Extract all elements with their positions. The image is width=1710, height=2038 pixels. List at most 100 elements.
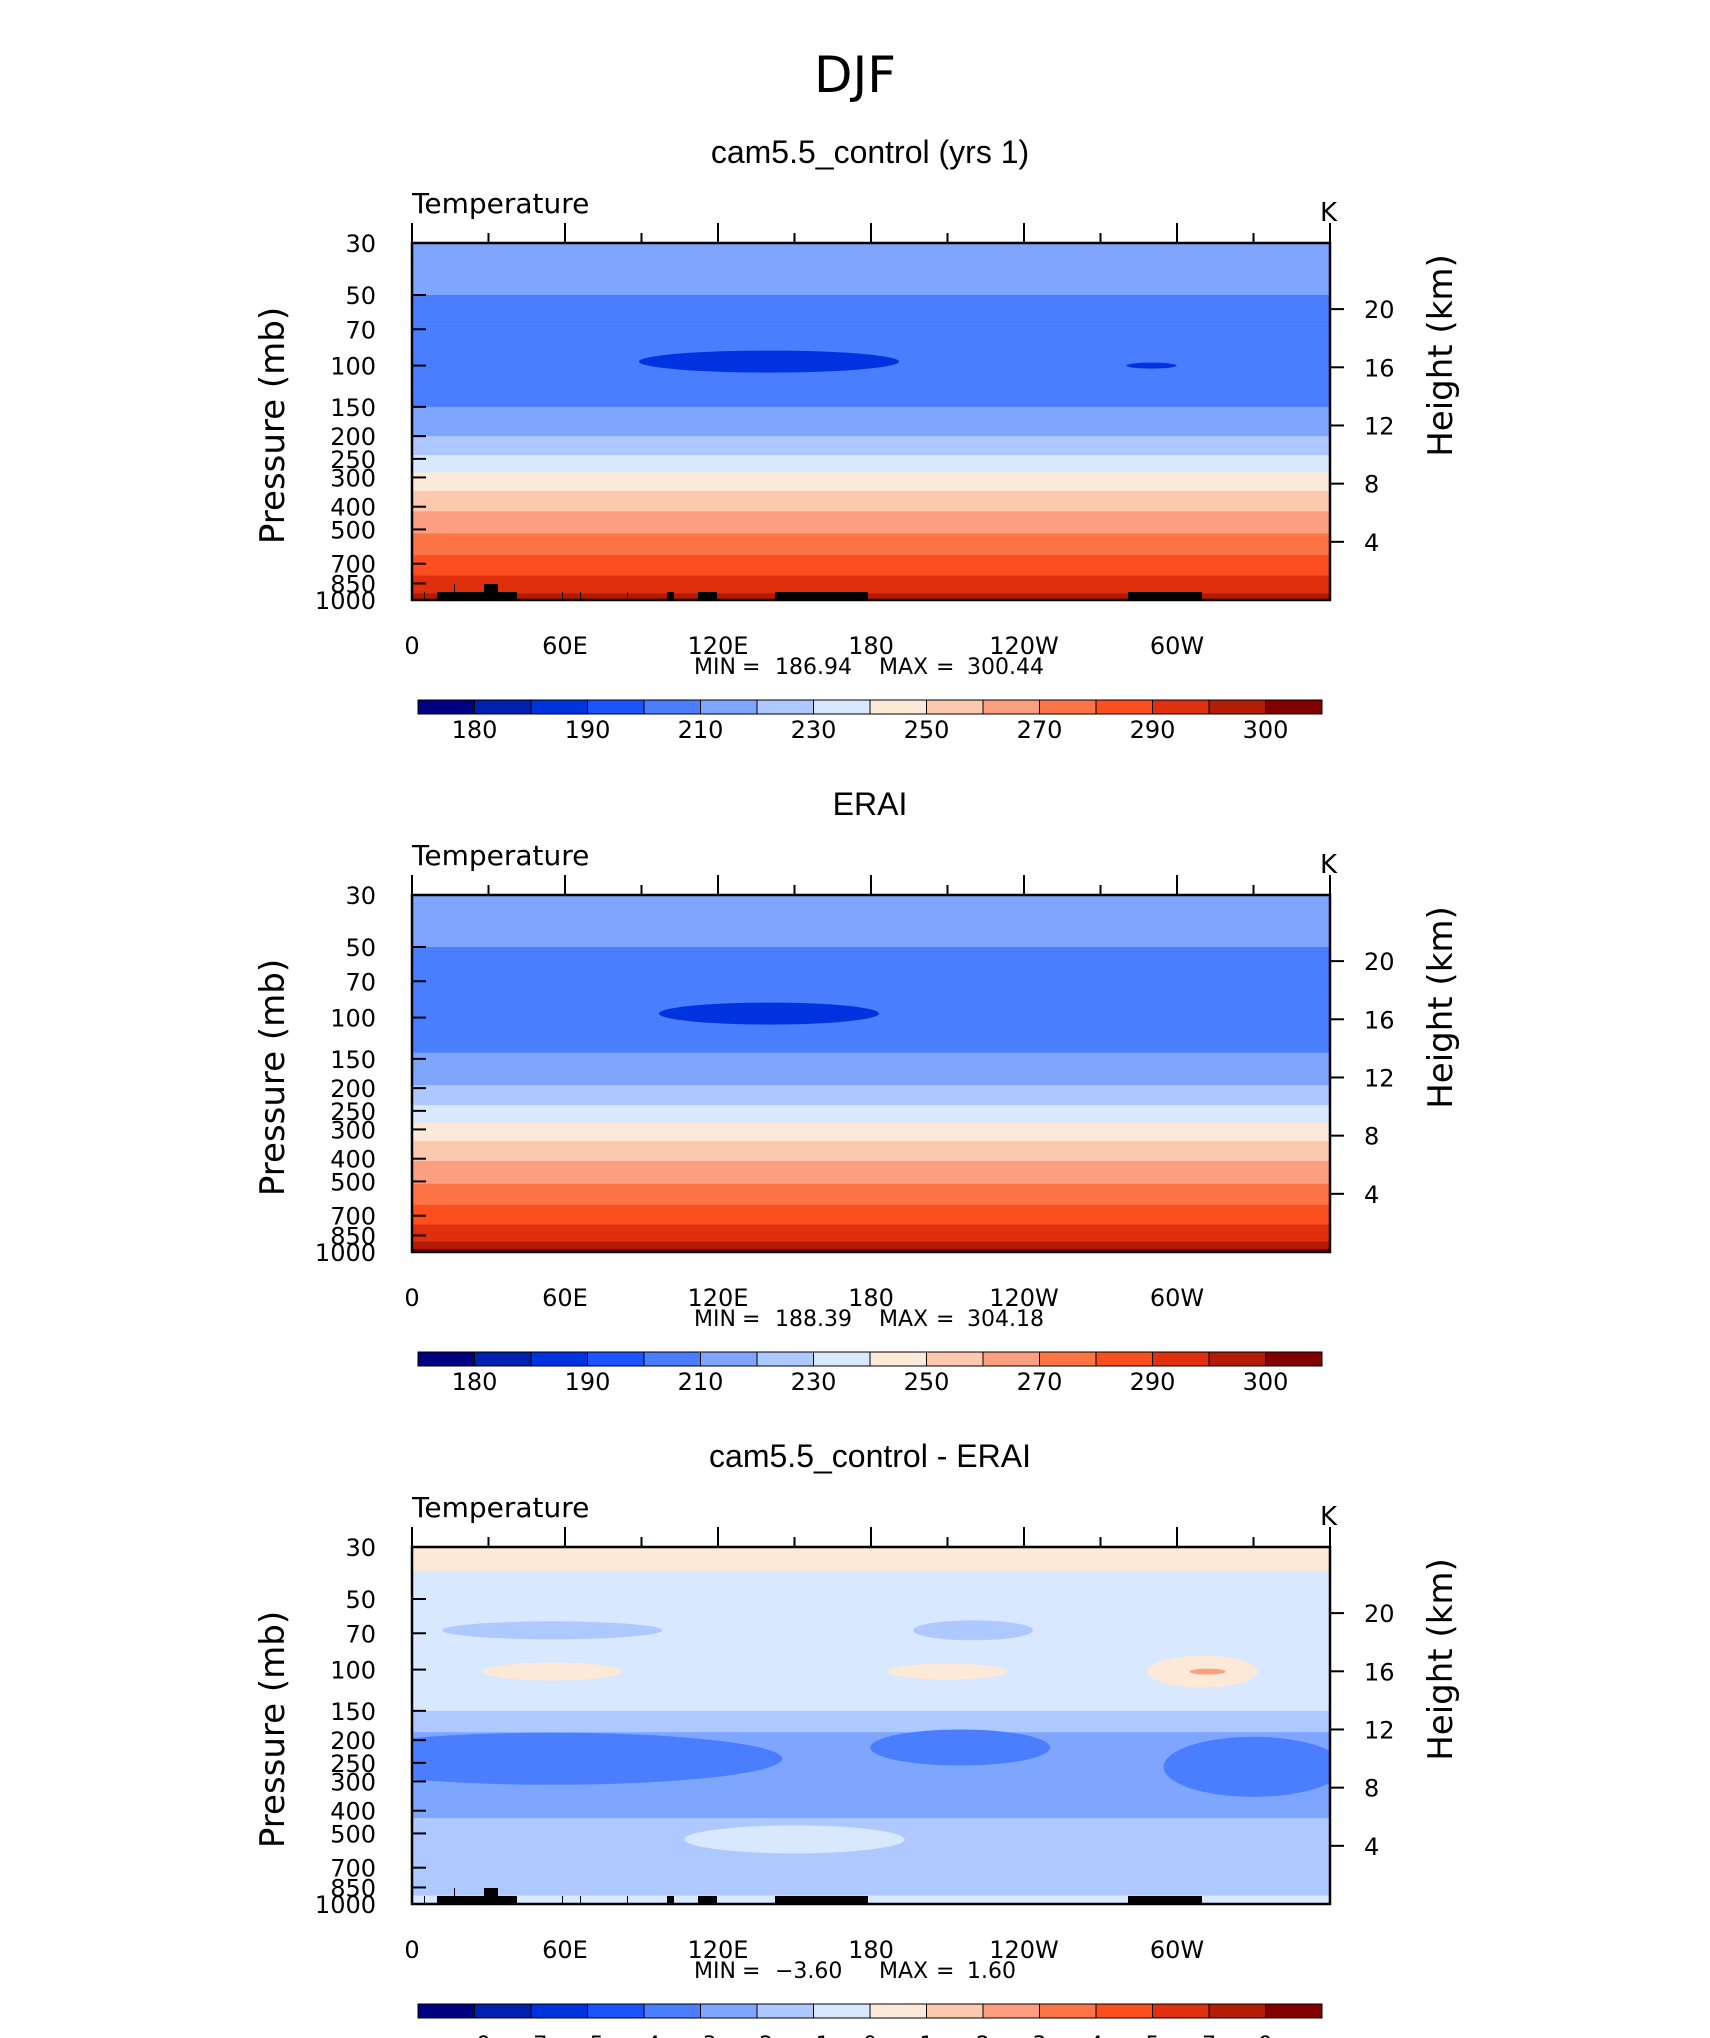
colorbar-swatch: [982, 1351, 1040, 1367]
colorbar-label: −3: [684, 2033, 716, 2038]
y2-tick-label: 4: [1364, 529, 1379, 557]
colorbar-label: 290: [1130, 1368, 1176, 1396]
contour-band: [412, 933, 1330, 935]
contour-band: [412, 921, 1330, 924]
y2-tick-label: 12: [1364, 1716, 1395, 1744]
contour-band: [412, 1045, 1330, 1048]
contour-band: [412, 385, 1330, 387]
contour-band: [412, 265, 1330, 268]
colorbar-swatch: [474, 699, 532, 715]
contour-band: [412, 943, 1330, 946]
colorbar-label: 1: [920, 2033, 934, 2038]
cold-core: [639, 350, 899, 373]
contour-band: [412, 243, 1330, 246]
contour-band: [412, 924, 1330, 926]
contour-band: [412, 1056, 1330, 1058]
contour-band: [412, 268, 1330, 270]
units-label: K: [1320, 850, 1338, 880]
colorbar-label: 300: [1243, 716, 1289, 744]
contour-band: [412, 389, 1330, 391]
contour-band: [412, 1028, 1330, 1030]
contour-band: [412, 267, 1330, 269]
contour-band: [412, 1026, 1330, 1028]
contour-band: [412, 282, 1330, 284]
colorbar-swatch: [417, 699, 475, 715]
colorbar-swatch: [417, 1351, 475, 1367]
y-tick-label: 70: [345, 968, 376, 996]
y-tick-label: 300: [330, 1116, 376, 1144]
y2-tick-label: 20: [1364, 1600, 1395, 1628]
contour-band: [412, 1051, 1330, 1054]
orography: [580, 1896, 581, 1904]
contour-band: [412, 341, 1330, 343]
colorbar-label: −1: [797, 2033, 829, 2038]
x-tick-label: 0: [404, 1284, 419, 1312]
contour-band: [412, 273, 1330, 275]
contour-band: [412, 1049, 1330, 1052]
contour-band: [412, 349, 1330, 352]
contour-band: [412, 983, 1330, 985]
contour-band: [412, 989, 1330, 991]
contour-band: [412, 1058, 1330, 1060]
contour-band: [412, 1791, 1330, 1819]
x-tick-label: 0: [404, 1936, 419, 1964]
contour-band: [412, 375, 1330, 377]
contour-band: [412, 272, 1330, 274]
contour-band: [412, 271, 1330, 274]
y-axis-title: Pressure (mb): [253, 307, 293, 544]
contour-band: [412, 932, 1330, 934]
contour-band: [412, 274, 1330, 276]
contour-band: [412, 901, 1330, 903]
contour-patch: [412, 1732, 783, 1785]
y-tick-label: 700: [330, 551, 376, 579]
colorbar-swatch: [700, 1351, 758, 1367]
contour-band: [412, 1029, 1330, 1031]
y-tick-label: 1000: [315, 1239, 376, 1267]
contour-band: [412, 269, 1330, 272]
colorbar-label: 210: [678, 1368, 724, 1396]
contour-band: [412, 337, 1330, 339]
colorbar-label: 180: [452, 716, 498, 744]
orography-block: [775, 1896, 868, 1904]
contour-band: [412, 899, 1330, 901]
stat-eq: =: [936, 1307, 954, 1332]
contour-band: [412, 1041, 1330, 1043]
colorbar-label: 0: [863, 2033, 877, 2038]
contour-band: [412, 1040, 1330, 1043]
y-tick-label: 100: [330, 353, 376, 381]
y2-tick-label: 8: [1364, 1775, 1379, 1803]
contour-band: [412, 395, 1330, 397]
contour-band: [412, 382, 1330, 385]
y2-tick-label: 16: [1364, 354, 1395, 382]
contour-band: [412, 1027, 1330, 1029]
contour-band: [412, 1002, 1330, 1004]
contour-band: [412, 934, 1330, 936]
contour-band: [412, 334, 1330, 336]
contour-band: [412, 1051, 1330, 1053]
contour-band: [412, 374, 1330, 376]
stat-max-value: 304.18: [967, 1307, 1044, 1332]
orography-block: [498, 1896, 517, 1904]
contour-band: [412, 991, 1330, 993]
colorbar-swatch: [756, 1351, 814, 1367]
contour-band: [412, 915, 1330, 918]
contour-band: [412, 901, 1330, 904]
y-tick-label: 200: [330, 1075, 376, 1103]
contour-band: [412, 1034, 1330, 1037]
units-label: K: [1320, 198, 1338, 228]
contour-band: [412, 1027, 1330, 1030]
contour-band: [412, 1032, 1330, 1034]
colorbar-label: 250: [904, 1368, 950, 1396]
contour-band: [412, 1046, 1330, 1048]
contour-band: [412, 392, 1330, 394]
y-tick-label: 700: [330, 1855, 376, 1883]
contour-band: [412, 377, 1330, 379]
contour-band: [412, 1024, 1330, 1026]
contour-band: [412, 249, 1330, 251]
contour-band: [412, 380, 1330, 382]
y2-tick-label: 4: [1364, 1181, 1379, 1209]
contour-band: [412, 984, 1330, 987]
contour-band: [412, 983, 1330, 985]
colorbar-swatch: [530, 1351, 588, 1367]
contour-band: [412, 372, 1330, 374]
